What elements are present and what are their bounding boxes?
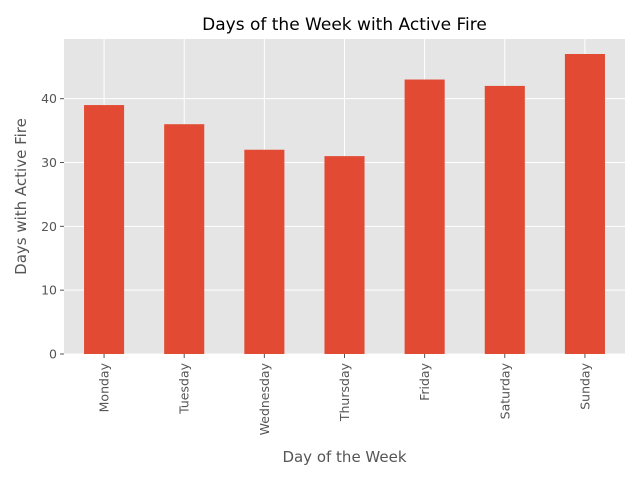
y-tick-label: 40 — [41, 91, 57, 106]
bars-layer — [84, 54, 605, 355]
bar-thursday — [324, 156, 365, 354]
y-axis-label: Days with Active Fire — [12, 118, 30, 275]
x-tick-label-friday: Friday — [417, 362, 432, 400]
bar-friday — [404, 79, 445, 354]
bar-wednesday — [244, 149, 285, 354]
x-tick-label-wednesday: Wednesday — [257, 362, 272, 435]
y-tick-label: 20 — [41, 219, 57, 234]
x-tick-label-tuesday: Tuesday — [177, 362, 192, 414]
chart-title: Days of the Week with Active Fire — [202, 15, 487, 35]
y-tick-label: 30 — [41, 155, 57, 170]
x-tick-label-monday: Monday — [97, 362, 112, 412]
bar-saturday — [484, 85, 525, 355]
x-tick-label-saturday: Saturday — [497, 362, 512, 419]
x-tick-label-sunday: Sunday — [577, 362, 592, 409]
ticks-layer: 0 10 20 30 40 Monday Tuesday Wednesday Thursday F… — [41, 91, 592, 435]
x-tick-label-thursday: Thursday — [337, 362, 352, 422]
bar-monday — [84, 105, 125, 354]
x-axis-label: Day of the Week — [282, 448, 406, 466]
y-tick-label: 10 — [41, 283, 57, 298]
y-tick-label: 0 — [49, 347, 57, 362]
bar-tuesday — [164, 124, 205, 354]
bar-sunday — [564, 54, 605, 354]
